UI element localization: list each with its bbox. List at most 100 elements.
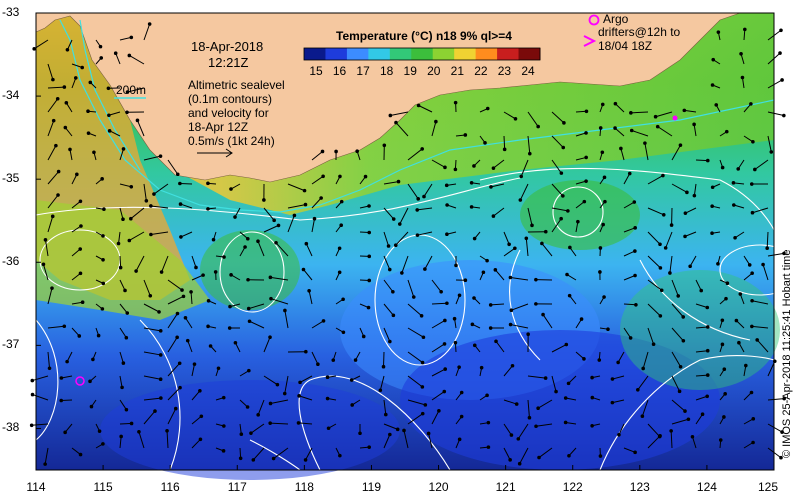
velocity-arrow xyxy=(119,422,132,425)
velocity-arrow-head xyxy=(63,430,67,435)
sealevel-contours xyxy=(35,167,800,471)
velocity-arrow-head xyxy=(86,131,91,135)
velocity-arrow-head xyxy=(416,197,420,201)
x-tick-label: 116 xyxy=(160,480,180,494)
velocity-arrow xyxy=(551,183,564,197)
velocity-arrow xyxy=(665,231,673,249)
velocity-arrow xyxy=(191,274,204,281)
velocity-arrow-head xyxy=(101,281,106,286)
velocity-arrow-head xyxy=(129,216,133,221)
velocity-arrow xyxy=(167,387,181,401)
velocity-arrow-head xyxy=(125,90,130,94)
velocity-arrow-head xyxy=(78,271,83,276)
velocity-arrow xyxy=(119,375,123,388)
velocity-arrow-head xyxy=(393,243,398,248)
velocity-arrow-head xyxy=(127,238,132,243)
velocity-arrow xyxy=(417,231,433,236)
velocity-arrow xyxy=(527,111,539,127)
velocity-arrow-head xyxy=(400,271,404,275)
velocity-arrow-head xyxy=(388,339,392,344)
velocity-arrow-head xyxy=(485,258,489,263)
velocity-arrow xyxy=(383,423,398,430)
velocity-arrow-head xyxy=(325,396,330,401)
velocity-arrow-head xyxy=(600,102,605,107)
velocity-arrow xyxy=(614,127,625,137)
velocity-arrow-head xyxy=(445,301,449,306)
x-tick-label: 119 xyxy=(361,480,382,494)
velocity-arrow xyxy=(623,303,636,306)
velocity-arrow-head xyxy=(658,242,662,247)
velocity-arrow xyxy=(503,423,512,436)
velocity-arrow-head xyxy=(751,139,755,144)
velocity-arrow-head xyxy=(661,212,666,217)
velocity-arrow-head xyxy=(534,277,538,282)
velocity-arrow-head xyxy=(292,213,297,218)
velocity-arrow xyxy=(399,207,409,225)
velocity-arrow-head xyxy=(720,165,725,170)
velocity-arrow xyxy=(143,375,161,380)
velocity-arrow xyxy=(167,159,179,175)
velocity-arrow-head xyxy=(576,219,580,224)
velocity-arrow-head xyxy=(353,358,358,362)
drifter-legend-chevron xyxy=(583,35,597,47)
velocity-arrow xyxy=(766,231,769,249)
velocity-arrow-head xyxy=(366,305,371,310)
sealevel-legend-text: Altimetric sealevel (0.1m contours) and … xyxy=(188,78,285,148)
velocity-arrow xyxy=(135,255,145,272)
velocity-arrow xyxy=(311,151,323,161)
velocity-arrow-head xyxy=(80,65,85,70)
x-tick-label: 121 xyxy=(495,480,516,494)
velocity-arrow xyxy=(407,375,423,388)
velocity-arrow xyxy=(642,351,649,369)
velocity-arrow xyxy=(47,287,53,305)
velocity-arrow xyxy=(143,23,151,41)
colorbar-swatch xyxy=(325,48,348,60)
velocity-arrow-head xyxy=(682,108,687,113)
velocity-arrow xyxy=(685,207,697,214)
velocity-arrow-head xyxy=(227,326,232,330)
velocity-arrow-head xyxy=(125,110,129,115)
velocity-arrow-head xyxy=(579,317,584,321)
velocity-arrow-head xyxy=(720,318,725,323)
velocity-arrow-head xyxy=(338,174,342,179)
colorbar-tick-label: 21 xyxy=(450,64,464,78)
velocity-arrow xyxy=(298,422,313,425)
velocity-arrow-head xyxy=(513,246,517,251)
velocity-arrow xyxy=(257,241,265,257)
velocity-arrow-head xyxy=(442,389,447,394)
velocity-arrow-head xyxy=(710,231,714,236)
velocity-arrow-head xyxy=(782,251,786,256)
velocity-arrow xyxy=(695,326,708,329)
velocity-arrow xyxy=(647,435,661,449)
velocity-arrow-head xyxy=(175,311,180,316)
velocity-arrow-head xyxy=(175,335,179,340)
velocity-arrow-head xyxy=(653,114,658,119)
velocity-arrow xyxy=(551,159,562,174)
velocity-arrow xyxy=(510,324,529,329)
velocity-arrow-head xyxy=(502,147,507,152)
velocity-arrow xyxy=(767,111,784,117)
velocity-arrow-head xyxy=(716,30,721,34)
velocity-arrow-head xyxy=(189,290,193,294)
velocity-arrow-head xyxy=(509,308,514,313)
velocity-arrow xyxy=(270,298,289,305)
velocity-arrow-head xyxy=(526,332,530,337)
argo-markers xyxy=(75,115,678,386)
velocity-arrow-head xyxy=(676,294,681,298)
velocity-arrow xyxy=(693,124,697,137)
velocity-arrow-head xyxy=(508,458,512,462)
velocity-arrow-head xyxy=(73,76,78,80)
velocity-arrow-head xyxy=(355,149,359,153)
velocity-arrow-head xyxy=(124,335,129,340)
velocity-arrow xyxy=(383,303,394,316)
velocity-arrow-head xyxy=(153,409,157,413)
velocity-arrow xyxy=(161,255,169,273)
velocity-arrow xyxy=(527,375,546,379)
velocity-arrow-head xyxy=(486,420,491,425)
velocity-arrow-head xyxy=(41,262,46,267)
velocity-arrow xyxy=(767,252,785,257)
velocity-arrow-head xyxy=(421,335,426,340)
velocity-arrow-head xyxy=(472,236,477,241)
velocity-arrow xyxy=(431,121,437,137)
velocity-arrow-head xyxy=(320,149,325,154)
